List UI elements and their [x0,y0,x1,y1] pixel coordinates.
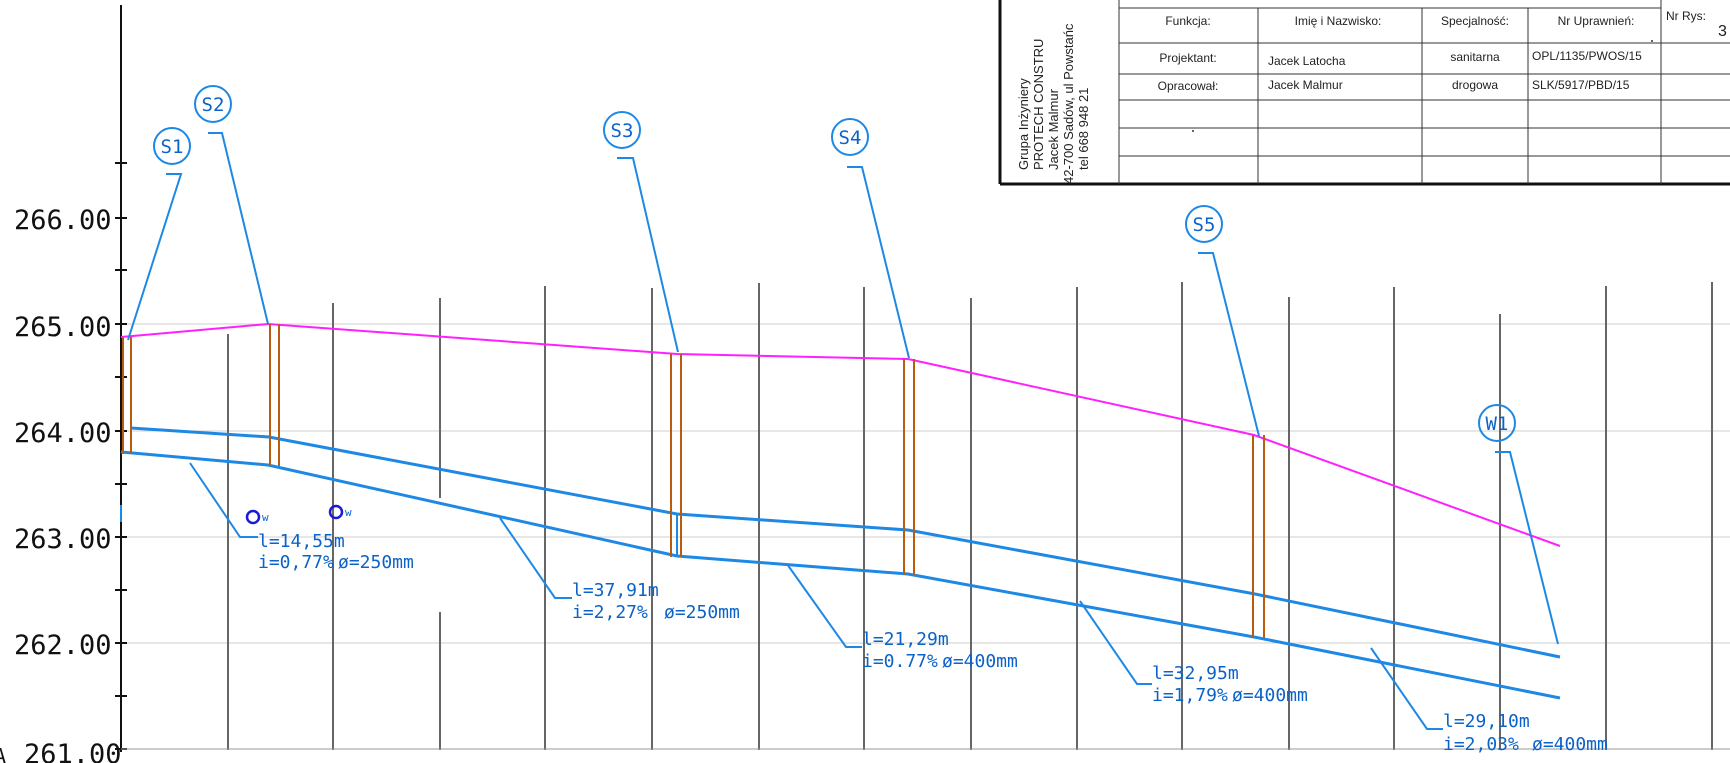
svg-text:l=29,10m: l=29,10m [1443,711,1530,732]
svg-text:S3: S3 [611,120,634,142]
segment-annotation-4: l=32,95m i=1,79% ø=400mm [1079,600,1308,706]
well-s3 [670,354,682,557]
station-lines [227,282,1713,750]
elevation-label-266: 266.00 [14,205,112,236]
svg-text:i=1,79%: i=1,79% [1152,685,1228,706]
row1-specialty: sanitarna [1450,50,1500,64]
elevation-label-263: 263.00 [14,524,112,555]
svg-text:ø=250mm: ø=250mm [664,602,740,623]
row1-function: Projektant: [1159,51,1216,65]
elevation-label-261: 261.00 [24,739,122,763]
terrain-line [120,322,1561,547]
svg-text:l=32,95m: l=32,95m [1152,663,1239,684]
well-label-s5: S5 [1185,205,1260,437]
drawing-number: 3 [1718,23,1727,40]
well-label-s3: S3 [603,111,679,353]
row2-function: Opracował: [1158,79,1219,93]
header-nr-uprawnien: Nr Uprawnień: [1558,14,1635,28]
company-line-1: Grupa Inżyniery [1016,78,1031,170]
svg-text:ø=400mm: ø=400mm [1232,685,1308,706]
svg-text:i=0.77%: i=0.77% [862,651,938,672]
elevation-label-262: 262.00 [14,630,112,661]
company-line-2: PROTECH CONSTRU [1031,39,1046,170]
row1-name: Jacek Latocha [1268,54,1346,68]
well-label-w1: W1 [1478,404,1559,645]
well-s2 [269,324,280,466]
svg-text:ø=400mm: ø=400mm [942,651,1018,672]
segment-annotation-2: l=37,91m i=2,27% ø=250mm [499,517,740,623]
svg-text:S1: S1 [161,136,184,158]
segment-annotation-1: l=14,55m i=0,77% ø=250mm [189,462,414,573]
svg-text:W1: W1 [1486,413,1509,435]
company-line-5: tel 668 948 21 [1076,88,1091,170]
svg-text:l=14,55m: l=14,55m [258,531,345,552]
elevation-label-265: 265.00 [14,312,112,343]
header-specjalnosc: Specjalność: [1441,14,1509,28]
water-marker-2: w [328,504,352,520]
header-imie-nazwisko: Imię i Nazwisko: [1295,14,1382,28]
header-nr-rys: Nr Rys: [1666,9,1706,23]
pipe-bottom-line [120,450,1561,700]
company-line-4: 42-700 Sadów, ul Powstańc [1061,23,1076,184]
svg-text:i=0,77%: i=0,77% [258,552,334,573]
left-edge-mark: A [0,744,6,763]
svg-text:i=2,03%: i=2,03% [1443,734,1519,755]
row2-name: Jacek Malmur [1268,78,1343,92]
well-label-s4: S4 [831,118,910,359]
well-label-s2: S2 [194,85,269,325]
svg-text:w: w [262,511,269,524]
company-line-3: Jacek Malmur [1046,88,1061,170]
svg-text:w: w [345,506,352,519]
svg-text:ø=250mm: ø=250mm [338,552,414,573]
title-block: Funkcja: Imię i Nazwisko: Specjalność: N… [998,0,1730,186]
svg-text:S2: S2 [202,94,225,116]
svg-text:l=21,29m: l=21,29m [862,629,949,650]
svg-text:S4: S4 [839,127,862,149]
well-s1 [122,337,132,454]
svg-text:l=37,91m: l=37,91m [572,580,659,601]
row1-license: OPL/1135/PWOS/15 [1532,49,1642,63]
row2-specialty: drogowa [1452,78,1498,92]
segment-annotation-3: l=21,29m i=0.77% ø=400mm [786,563,1018,672]
svg-text:S5: S5 [1193,214,1216,236]
row2-license: SLK/5917/PBD/15 [1532,78,1630,92]
pipe-top-line [130,426,1561,659]
svg-text:ø=400mm: ø=400mm [1532,734,1608,755]
well-s4 [903,359,915,575]
well-label-s1: S1 [127,127,191,341]
well-s5 [1252,435,1265,638]
segment-annotation-5: l=29,10m i=2,03% ø=400mm [1370,647,1608,755]
elevation-label-264: 264.00 [14,418,112,449]
water-marker-1: w [245,509,269,525]
header-funkcja: Funkcja: [1165,14,1210,28]
svg-text:i=2,27%: i=2,27% [572,602,648,623]
